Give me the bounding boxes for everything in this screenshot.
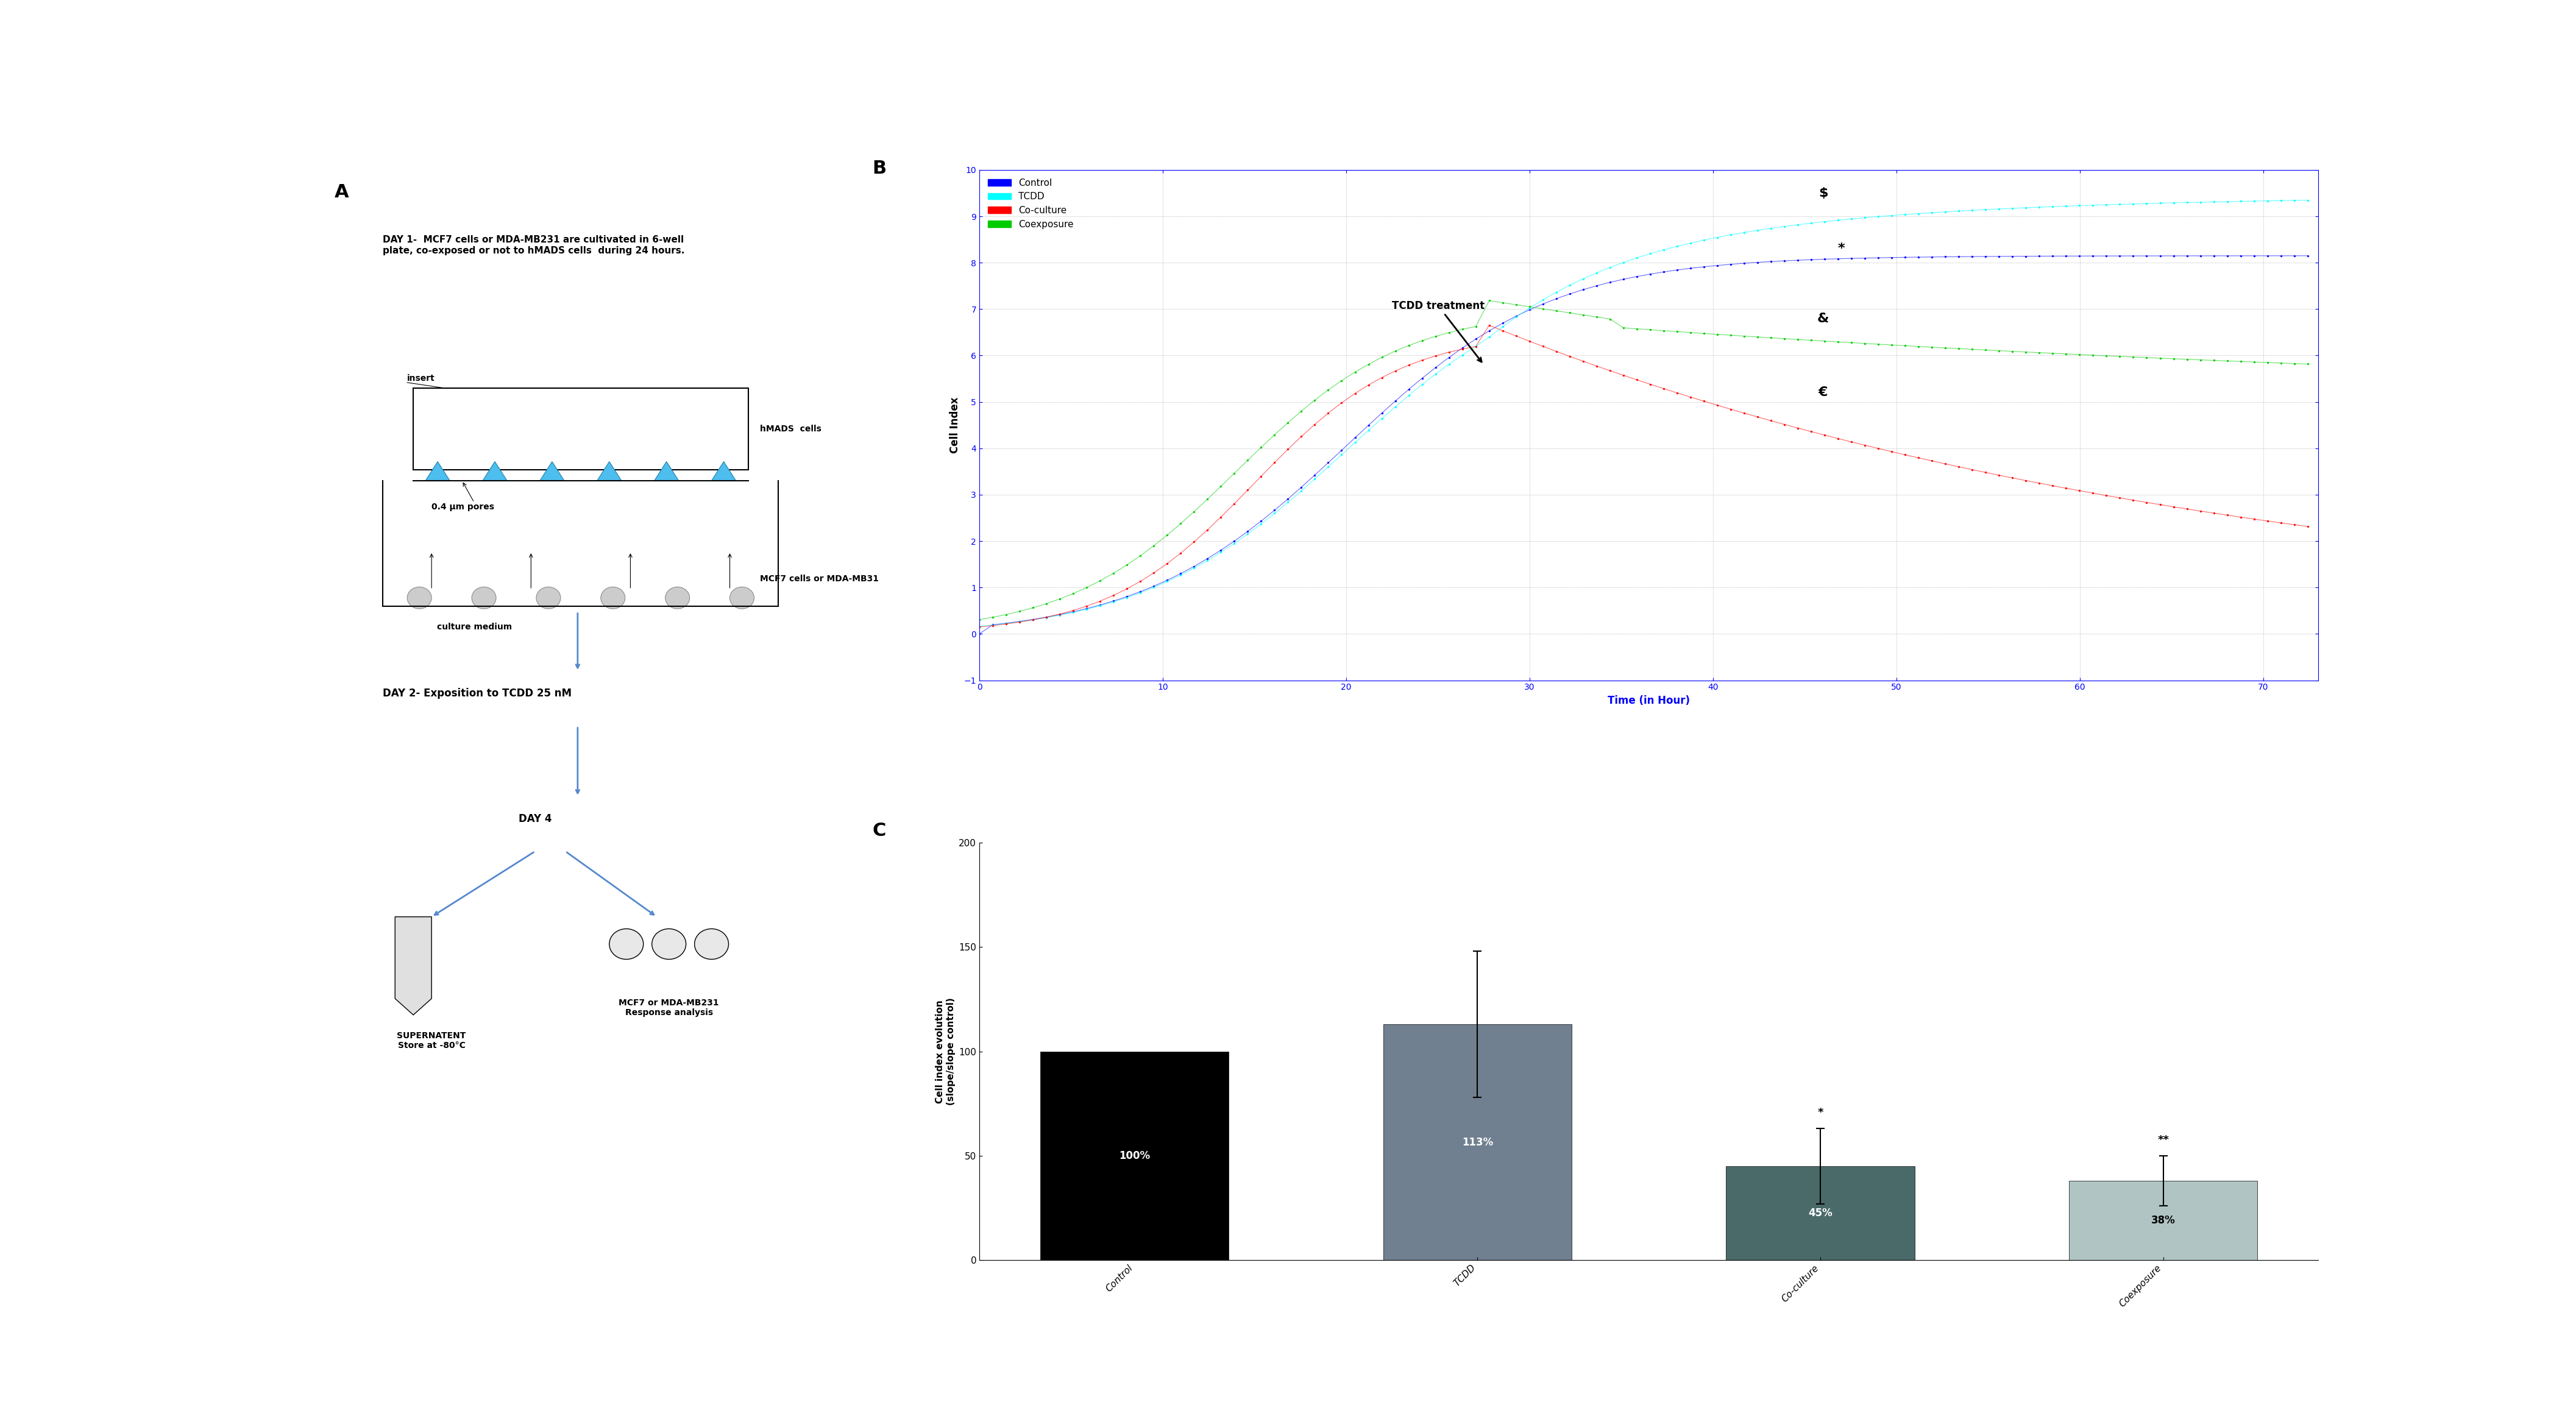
Polygon shape	[394, 916, 433, 1015]
Text: culture medium: culture medium	[438, 623, 513, 632]
Circle shape	[665, 588, 690, 609]
Bar	[1726, 1167, 1914, 1260]
Polygon shape	[598, 462, 621, 480]
Text: 100%: 100%	[1118, 1150, 1149, 1161]
Bar	[1041, 1052, 1229, 1260]
Circle shape	[471, 588, 497, 609]
Bar	[2069, 1181, 2257, 1260]
Text: TCDD treatment: TCDD treatment	[1391, 300, 1484, 362]
Text: 113%: 113%	[1461, 1137, 1494, 1148]
Text: 45%: 45%	[1808, 1208, 1832, 1219]
Polygon shape	[541, 462, 564, 480]
Polygon shape	[425, 462, 451, 480]
Bar	[1383, 1024, 1571, 1260]
Text: DAY 1-  MCF7 cells or MDA-MB231 are cultivated in 6-well
plate, co-exposed or no: DAY 1- MCF7 cells or MDA-MB231 are culti…	[384, 235, 685, 255]
Text: MCF7 or MDA-MB231
Response analysis: MCF7 or MDA-MB231 Response analysis	[618, 998, 719, 1017]
Text: C: C	[873, 821, 886, 840]
Text: *: *	[1819, 1107, 1824, 1119]
Legend: Control, TCDD, Co-culture, Coexposure: Control, TCDD, Co-culture, Coexposure	[984, 174, 1077, 232]
Text: &: &	[1816, 313, 1829, 324]
Y-axis label: Cell index evolution
(slope/slope control): Cell index evolution (slope/slope contro…	[935, 998, 956, 1106]
Circle shape	[729, 588, 755, 609]
Text: MCF7 cells or MDA-MB31: MCF7 cells or MDA-MB31	[760, 575, 878, 583]
Polygon shape	[711, 462, 737, 480]
Y-axis label: Cell Index: Cell Index	[951, 396, 961, 453]
Polygon shape	[482, 462, 507, 480]
X-axis label: Time (in Hour): Time (in Hour)	[1607, 695, 1690, 707]
Polygon shape	[654, 462, 677, 480]
Circle shape	[652, 929, 685, 959]
Text: DAY 4: DAY 4	[518, 813, 551, 824]
Text: B: B	[873, 160, 886, 177]
Text: 38%: 38%	[2151, 1215, 2174, 1226]
Text: hMADS  cells: hMADS cells	[760, 425, 822, 433]
Circle shape	[600, 588, 626, 609]
Text: €: €	[1819, 387, 1829, 399]
Circle shape	[536, 588, 562, 609]
Text: **: **	[2159, 1134, 2169, 1146]
Circle shape	[611, 929, 644, 959]
Text: SUPERNATENT
Store at -80°C: SUPERNATENT Store at -80°C	[397, 1031, 466, 1049]
Text: insert: insert	[407, 374, 435, 382]
Text: A: A	[335, 183, 348, 201]
Text: 0.4 μm pores: 0.4 μm pores	[433, 503, 495, 511]
Circle shape	[407, 588, 433, 609]
Text: DAY 2- Exposition to TCDD 25 nM: DAY 2- Exposition to TCDD 25 nM	[384, 688, 572, 698]
Text: *: *	[1837, 242, 1844, 255]
Text: $: $	[1819, 187, 1829, 200]
Circle shape	[696, 929, 729, 959]
